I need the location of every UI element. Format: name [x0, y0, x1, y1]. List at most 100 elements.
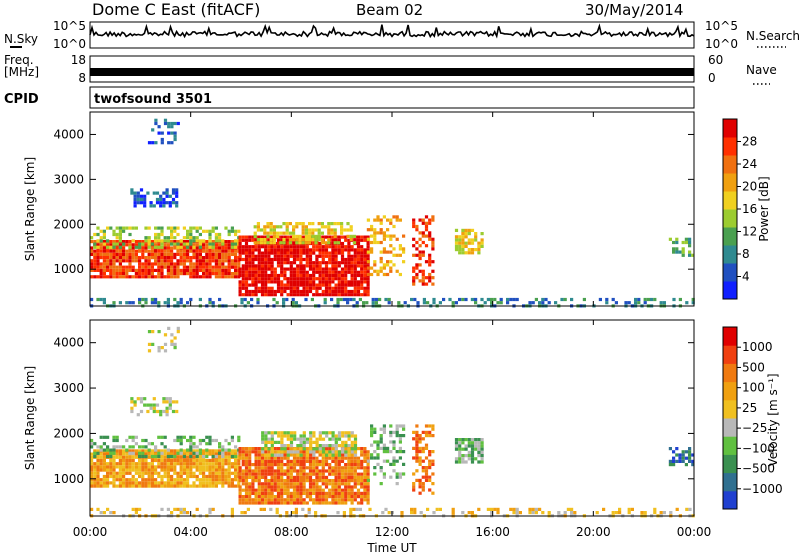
scatter-cell [308, 482, 313, 486]
scatter-cell [251, 270, 255, 274]
scatter-cell [428, 466, 432, 470]
scatter-cell [336, 301, 340, 305]
scatter-cell [334, 498, 338, 502]
scatter-cell [205, 448, 209, 452]
scatter-cell [189, 249, 193, 253]
scatter-cell [458, 238, 462, 242]
scatter-cell [244, 475, 249, 479]
scatter-cell [106, 259, 110, 263]
scatter-cell [90, 438, 94, 443]
scatter-cell [373, 240, 377, 245]
scatter-cell [99, 272, 103, 276]
scatter-cell [276, 475, 281, 479]
scatter-cell [480, 232, 484, 236]
scatter-cell [251, 261, 255, 265]
scatter-cell [157, 232, 161, 237]
scatter-cell [264, 447, 268, 451]
scatter-cell [166, 507, 170, 511]
scatter-cell [257, 469, 261, 473]
scatter-cell [356, 447, 361, 451]
scatter-cell [112, 252, 116, 256]
scatter-cell [102, 448, 106, 452]
scatter-cell [366, 485, 370, 489]
scatter-cell [389, 221, 393, 225]
scatter-cell [395, 424, 399, 428]
scatter-cell [289, 447, 293, 451]
scatter-cell [241, 280, 245, 284]
scatter-cell [688, 459, 692, 463]
scatter-cell [144, 243, 148, 247]
scatter-cell [224, 471, 228, 475]
scatter-cell [248, 251, 252, 255]
scatter-cell [147, 481, 151, 485]
scatter-cell [173, 507, 177, 511]
scatter-cell [273, 440, 278, 444]
scatter-cell [131, 435, 135, 439]
scatter-cell [321, 431, 326, 435]
scatter-cell [324, 254, 329, 258]
scatter-cell [366, 270, 370, 274]
scatter-cell [267, 463, 271, 467]
scatter-cell [202, 229, 206, 233]
scatter-cell [173, 246, 177, 250]
scatter-cell [350, 293, 354, 297]
scatter-cell [538, 301, 542, 305]
scatter-cell [260, 485, 265, 489]
scatter-cell [122, 468, 126, 472]
scatter-cell [260, 289, 265, 294]
scatter-cell [166, 297, 170, 302]
scatter-cell [211, 454, 215, 459]
scatter-cell [350, 450, 354, 454]
scatter-cell [182, 511, 186, 515]
scatter-cell [376, 453, 380, 457]
scatter-cell [238, 289, 242, 294]
scatter-cell [337, 456, 341, 460]
scatter-cell [112, 474, 116, 479]
scatter-cell [312, 440, 316, 444]
scatter-cell [138, 256, 142, 260]
scatter-cell [154, 232, 158, 237]
scatter-cell [122, 242, 126, 246]
scatter-cell [150, 471, 154, 475]
scatter-cell [299, 444, 303, 448]
scatter-cell [347, 463, 351, 467]
scatter-cell [403, 301, 407, 305]
scatter-cell [301, 222, 305, 226]
scatter-cell [424, 434, 429, 438]
scatter-cell [173, 297, 177, 302]
scatter-cell [267, 280, 271, 284]
scatter-cell [341, 450, 345, 454]
scatter-cell [347, 238, 351, 242]
y-tick-label: 1000 [53, 472, 84, 486]
scatter-cell [186, 478, 190, 482]
scatter-cell [392, 430, 396, 434]
scatter-cell [334, 286, 338, 290]
scatter-cell [250, 297, 254, 302]
scatter-cell [415, 430, 419, 434]
scatter-cell [256, 301, 260, 305]
scatter-cell [118, 468, 122, 472]
scatter-cell [334, 245, 338, 249]
scatter-cell [154, 448, 158, 452]
scatter-cell [302, 431, 306, 435]
scatter-cell [386, 450, 390, 454]
scatter-cell [257, 479, 261, 483]
scatter-cell [128, 435, 132, 439]
power-heatmap [90, 118, 695, 308]
scatter-cell [267, 440, 271, 444]
scatter-cell [286, 257, 290, 262]
scatter-cell [431, 218, 435, 222]
scatter-cell [260, 235, 265, 239]
scatter-cell [157, 451, 161, 455]
scatter-cell [296, 456, 300, 460]
scatter-cell [257, 254, 261, 258]
scatter-cell [90, 297, 94, 302]
scatter-cell [257, 280, 261, 284]
scatter-cell [347, 257, 351, 262]
scatter-cell [312, 245, 316, 249]
scatter-cell [321, 501, 325, 505]
scatter-cell [386, 260, 390, 264]
scatter-cell [163, 118, 168, 122]
scatter-cell [257, 264, 261, 268]
scatter-cell [418, 244, 422, 248]
